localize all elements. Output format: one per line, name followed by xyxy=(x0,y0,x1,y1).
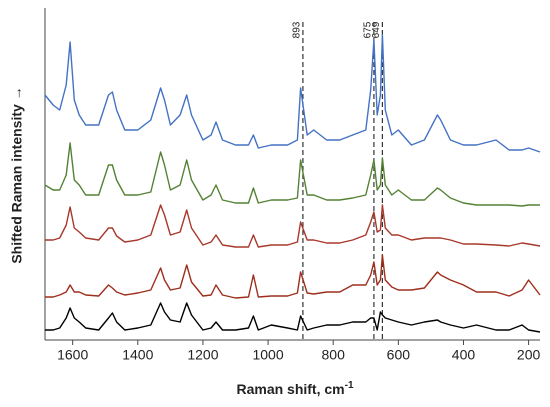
x-tick-label: 200 xyxy=(517,347,541,363)
x-tick-label: 400 xyxy=(452,347,476,363)
x-tick-label: 1400 xyxy=(122,347,153,363)
y-axis-label: Shifted Raman intensity → xyxy=(9,86,25,263)
series-line xyxy=(44,34,541,153)
series-line xyxy=(45,204,541,248)
x-tick-label: 1000 xyxy=(252,347,283,363)
x-tick-label: 1600 xyxy=(57,347,88,363)
series-line xyxy=(44,142,540,207)
x-tick-label: 1200 xyxy=(187,347,218,363)
series-line xyxy=(45,254,541,299)
reference-label: 649 xyxy=(371,21,382,38)
reference-label: 675 xyxy=(363,21,374,38)
x-tick-label: 600 xyxy=(387,347,411,363)
x-axis-label: Raman shift, cm-1 xyxy=(236,380,353,397)
x-label-text: Raman shift, cm xyxy=(236,381,344,397)
x-tick-label: 800 xyxy=(322,347,346,363)
reference-label: 893 xyxy=(292,21,303,38)
series-line xyxy=(45,302,541,333)
x-label-sup: -1 xyxy=(345,380,354,391)
